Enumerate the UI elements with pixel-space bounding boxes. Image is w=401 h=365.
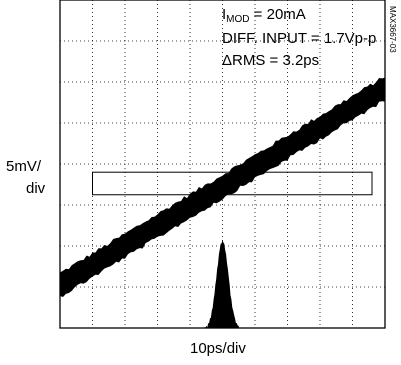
histogram-window [92, 171, 373, 196]
figure-id: MAX3667-03 [388, 6, 397, 53]
x-axis-scale: 10ps/div [190, 340, 246, 357]
delta-rms-annotation: ΔRMS = 3.2ps [222, 52, 320, 69]
diff-input-annotation: DIFF. INPUT = 1.7Vp-p [222, 30, 377, 47]
trace-band [60, 77, 385, 297]
imod-annotation: IMOD = 20mA [222, 6, 306, 25]
signal-trace [60, 77, 385, 297]
y-axis-scale-line2: div [26, 180, 46, 197]
jitter-histogram [204, 239, 241, 329]
plot-frame [59, 0, 386, 329]
y-axis-scale-line1: 5mV/ [6, 158, 42, 175]
